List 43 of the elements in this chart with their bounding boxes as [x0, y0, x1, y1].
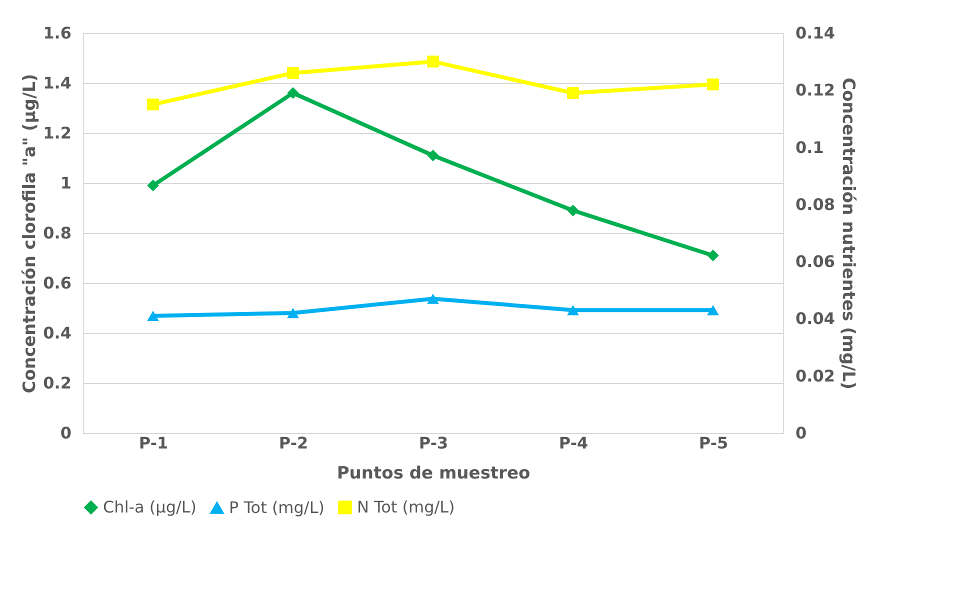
y-tick-label: 1.2: [43, 124, 72, 142]
y2-tick-label: 0.14: [796, 24, 835, 42]
y-tick-label: 1: [60, 174, 72, 192]
point: [567, 87, 579, 99]
y2-axis-title: Concentración nutrientes (mg/L): [838, 78, 858, 390]
point: [567, 204, 579, 216]
legend-label: N Tot (mg/L): [357, 497, 455, 516]
y2-tick-label: 0.1: [796, 138, 824, 157]
y2-tick-label: 0: [796, 424, 807, 442]
point: [147, 310, 159, 321]
point: [427, 294, 439, 304]
y-tick-label: 0.2: [43, 374, 72, 392]
x-tick-label: P-2: [278, 434, 308, 452]
y2-tick-label: 0.02: [796, 366, 835, 386]
y2-tick-label: 0.08: [796, 194, 835, 214]
point: [567, 305, 579, 316]
x-tick-label: P-4: [558, 434, 588, 452]
y-tick-label: 1.6: [43, 24, 72, 42]
y2-tick-label: 0.04: [796, 309, 835, 328]
point: [287, 67, 299, 79]
x-tick-label: P-3: [418, 434, 448, 452]
point: [707, 78, 719, 90]
y2-tick-label: 0.06: [796, 252, 835, 272]
x-axis-title: Puntos de muestreo: [336, 464, 530, 484]
point: [427, 56, 439, 68]
point: [287, 87, 299, 99]
y2-tick-label: 0.12: [796, 80, 835, 100]
legend-label: Chl-a (µg/L): [103, 497, 197, 516]
legend-label: P Tot (mg/L): [229, 498, 324, 517]
point: [287, 308, 299, 318]
y-tick-label: 1.4: [43, 74, 72, 92]
y-tick-label: 0.8: [43, 224, 72, 242]
point: [147, 98, 159, 110]
y-axis-title: Concentración clorofila "a" (µg/L): [20, 74, 40, 394]
point: [147, 180, 159, 192]
point: [427, 150, 439, 162]
point: [707, 305, 719, 316]
y-tick-label: 0: [60, 424, 72, 442]
y-tick-label: 0.6: [43, 274, 72, 292]
x-tick-label: P-1: [138, 434, 168, 452]
x-tick-label: P-5: [698, 434, 728, 452]
y-tick-label: 0.4: [43, 324, 72, 342]
point: [707, 250, 719, 262]
